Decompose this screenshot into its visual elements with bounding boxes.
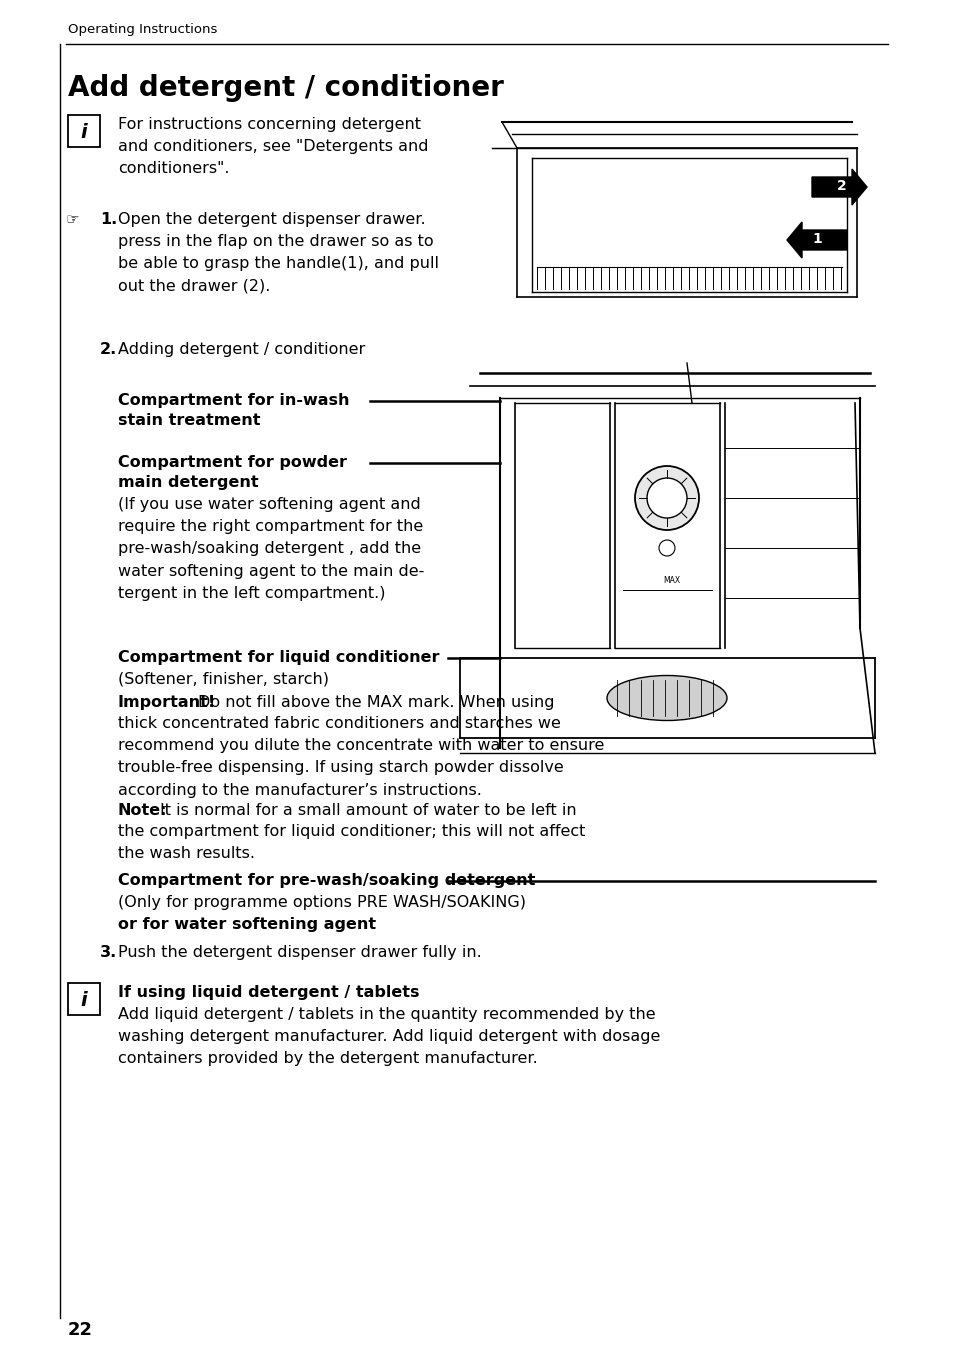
Circle shape: [646, 479, 686, 518]
Text: 2: 2: [836, 178, 846, 193]
Polygon shape: [786, 222, 846, 258]
Text: (If you use water softening agent and
require the right compartment for the
pre-: (If you use water softening agent and re…: [118, 498, 424, 600]
Text: Compartment for pre-wash/soaking detergent: Compartment for pre-wash/soaking deterge…: [118, 873, 535, 888]
Text: Compartment for powder: Compartment for powder: [118, 456, 347, 470]
Text: 1.: 1.: [100, 212, 117, 227]
Text: Adding detergent / conditioner: Adding detergent / conditioner: [118, 342, 365, 357]
Text: 1: 1: [811, 233, 821, 246]
Text: Compartment for liquid conditioner: Compartment for liquid conditioner: [118, 650, 439, 665]
Text: MAX: MAX: [662, 576, 679, 585]
Circle shape: [635, 466, 699, 530]
Bar: [68, 983, 100, 1015]
Text: i: i: [81, 123, 88, 142]
Text: Note:: Note:: [118, 803, 168, 818]
Text: Open the detergent dispenser drawer.: Open the detergent dispenser drawer.: [118, 212, 425, 227]
Ellipse shape: [606, 676, 726, 721]
Text: For instructions concerning detergent
and conditioners, see "Detergents and
cond: For instructions concerning detergent an…: [118, 118, 428, 176]
Polygon shape: [811, 169, 866, 206]
Text: thick concentrated fabric conditioners and starches we
recommend you dilute the : thick concentrated fabric conditioners a…: [118, 717, 604, 798]
Text: 3.: 3.: [100, 945, 117, 960]
Text: or for water softening agent: or for water softening agent: [118, 917, 375, 932]
Circle shape: [659, 539, 675, 556]
Text: i: i: [81, 991, 88, 1010]
Text: Add detergent / conditioner: Add detergent / conditioner: [68, 74, 503, 101]
Text: stain treatment: stain treatment: [118, 412, 260, 429]
Text: 22: 22: [68, 1321, 92, 1338]
Text: Do not fill above the MAX mark. When using: Do not fill above the MAX mark. When usi…: [198, 695, 554, 710]
Text: (Softener, finisher, starch): (Softener, finisher, starch): [118, 672, 329, 687]
Bar: [68, 115, 100, 147]
Text: (Only for programme options PRE WASH/SOAKING): (Only for programme options PRE WASH/SOA…: [118, 895, 525, 910]
Text: If using liquid detergent / tablets: If using liquid detergent / tablets: [118, 986, 419, 1000]
Text: the compartment for liquid conditioner; this will not affect
the wash results.: the compartment for liquid conditioner; …: [118, 823, 585, 861]
Text: main detergent: main detergent: [118, 475, 258, 489]
Text: 2.: 2.: [100, 342, 117, 357]
Text: Compartment for in-wash: Compartment for in-wash: [118, 393, 349, 408]
Text: ☞: ☞: [66, 212, 79, 227]
Text: Important!: Important!: [118, 695, 216, 710]
Text: Operating Instructions: Operating Instructions: [68, 23, 217, 37]
Text: Add liquid detergent / tablets in the quantity recommended by the
washing deterg: Add liquid detergent / tablets in the qu…: [118, 1007, 659, 1067]
Text: It is normal for a small amount of water to be left in: It is normal for a small amount of water…: [160, 803, 576, 818]
Text: press in the flap on the drawer so as to
be able to grasp the handle(1), and pul: press in the flap on the drawer so as to…: [118, 234, 438, 293]
Text: Push the detergent dispenser drawer fully in.: Push the detergent dispenser drawer full…: [118, 945, 481, 960]
